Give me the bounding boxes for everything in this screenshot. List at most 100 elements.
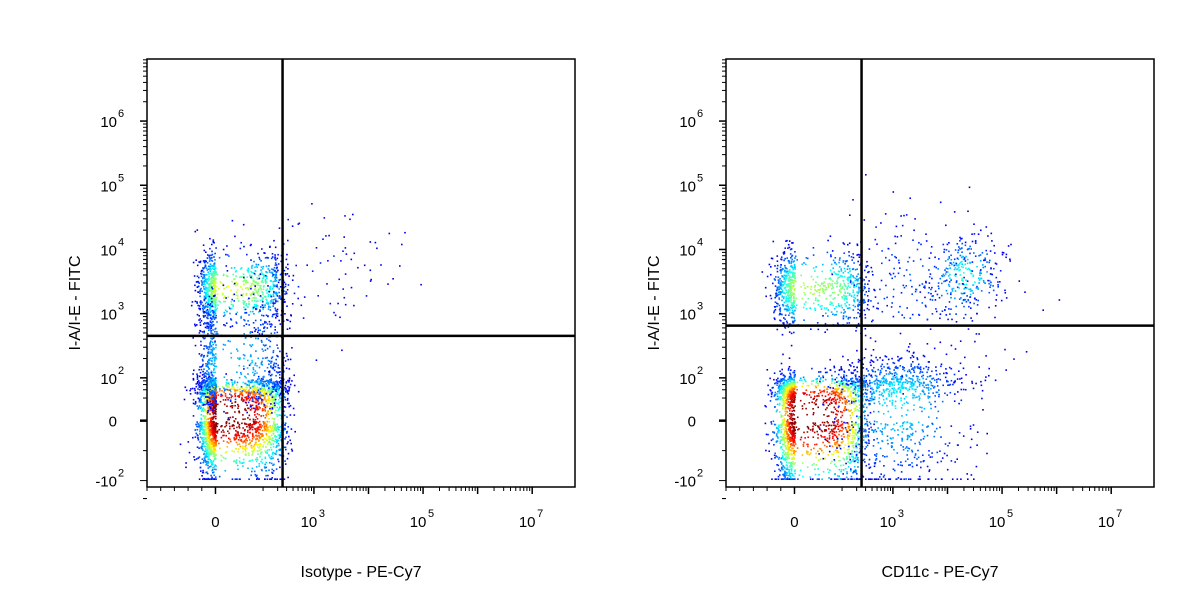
event-dot bbox=[253, 449, 255, 451]
event-dot bbox=[283, 269, 286, 272]
event-dot bbox=[376, 247, 378, 250]
event-dot bbox=[865, 393, 868, 395]
event-dot bbox=[256, 305, 259, 307]
event-dot bbox=[246, 367, 249, 369]
event-dot bbox=[770, 458, 773, 460]
event-dot bbox=[868, 382, 871, 385]
event-dot bbox=[212, 438, 214, 440]
event-dot bbox=[261, 390, 264, 392]
event-dot bbox=[791, 437, 794, 439]
event-dot bbox=[203, 348, 205, 350]
event-dot bbox=[261, 425, 264, 427]
event-dot bbox=[273, 397, 275, 399]
event-dot bbox=[220, 282, 223, 284]
y-tick-label: 10 bbox=[100, 307, 117, 324]
event-dot bbox=[251, 447, 253, 449]
event-dot bbox=[234, 390, 236, 392]
event-dot bbox=[256, 372, 258, 374]
event-dot bbox=[238, 376, 241, 379]
event-dot bbox=[782, 428, 785, 430]
event-dot bbox=[267, 410, 269, 412]
event-dot bbox=[199, 407, 202, 409]
event-dot bbox=[288, 435, 290, 438]
event-dot bbox=[210, 321, 212, 324]
event-dot bbox=[260, 386, 263, 389]
event-dot bbox=[270, 443, 272, 446]
event-dot bbox=[776, 403, 779, 406]
event-dot bbox=[263, 391, 266, 394]
event-dot bbox=[261, 267, 264, 270]
event-dot bbox=[866, 420, 868, 423]
event-dot bbox=[284, 301, 286, 303]
event-dot bbox=[819, 378, 822, 380]
event-dot bbox=[260, 363, 263, 365]
event-dot bbox=[802, 443, 805, 446]
event-dot bbox=[192, 402, 195, 405]
y-tick-label: 10 bbox=[100, 178, 117, 195]
event-dot bbox=[812, 425, 814, 428]
event-dot bbox=[232, 305, 234, 308]
event-dot bbox=[271, 477, 273, 479]
event-dot bbox=[323, 217, 326, 219]
event-dot bbox=[273, 280, 276, 283]
event-dot bbox=[245, 294, 248, 296]
event-dot bbox=[272, 432, 274, 435]
event-dot bbox=[253, 280, 256, 283]
event-dot bbox=[199, 330, 202, 332]
event-dot bbox=[253, 313, 255, 315]
event-dot bbox=[206, 444, 209, 446]
event-dot bbox=[275, 393, 278, 395]
event-dot bbox=[252, 310, 254, 313]
event-dot bbox=[266, 402, 269, 405]
event-dot bbox=[794, 386, 797, 389]
event-dot bbox=[273, 405, 275, 408]
event-dot bbox=[276, 295, 279, 297]
event-dot bbox=[255, 408, 258, 410]
event-dot bbox=[226, 386, 229, 388]
event-dot bbox=[272, 403, 274, 406]
event-dot bbox=[198, 399, 201, 401]
event-dot bbox=[227, 382, 230, 385]
event-dot bbox=[199, 433, 201, 435]
event-dot bbox=[791, 417, 794, 420]
event-dot bbox=[206, 390, 209, 393]
event-dot bbox=[193, 369, 195, 372]
event-dot bbox=[240, 399, 243, 401]
event-dot bbox=[857, 396, 859, 398]
event-dot bbox=[272, 351, 275, 354]
event-dot bbox=[215, 404, 218, 407]
event-dot bbox=[244, 449, 246, 451]
event-dot bbox=[266, 391, 269, 393]
event-dot bbox=[253, 260, 255, 263]
event-dot bbox=[226, 254, 229, 256]
event-dot bbox=[225, 424, 228, 427]
event-dot bbox=[255, 421, 258, 423]
event-dot bbox=[277, 389, 280, 392]
event-dot bbox=[274, 388, 277, 391]
event-dot bbox=[844, 400, 846, 402]
event-dot bbox=[255, 289, 257, 291]
event-dot bbox=[240, 440, 243, 443]
event-dot bbox=[249, 362, 252, 365]
event-dot bbox=[274, 309, 277, 311]
event-dot bbox=[283, 446, 286, 449]
event-dot bbox=[254, 388, 256, 391]
event-dot bbox=[850, 398, 853, 400]
event-dot bbox=[241, 387, 243, 389]
event-dot bbox=[206, 321, 208, 324]
event-dot bbox=[261, 341, 263, 343]
event-dot bbox=[215, 389, 217, 391]
event-dot bbox=[212, 442, 215, 445]
event-dot bbox=[286, 432, 288, 434]
event-dot bbox=[209, 343, 211, 345]
event-dot bbox=[241, 393, 243, 396]
event-dot bbox=[251, 450, 253, 452]
event-dot bbox=[207, 254, 209, 256]
event-dot bbox=[236, 350, 239, 352]
event-dot bbox=[271, 394, 274, 397]
event-dot bbox=[226, 275, 229, 278]
event-dot bbox=[199, 290, 201, 292]
event-dot bbox=[210, 430, 212, 432]
event-dot bbox=[275, 358, 277, 361]
